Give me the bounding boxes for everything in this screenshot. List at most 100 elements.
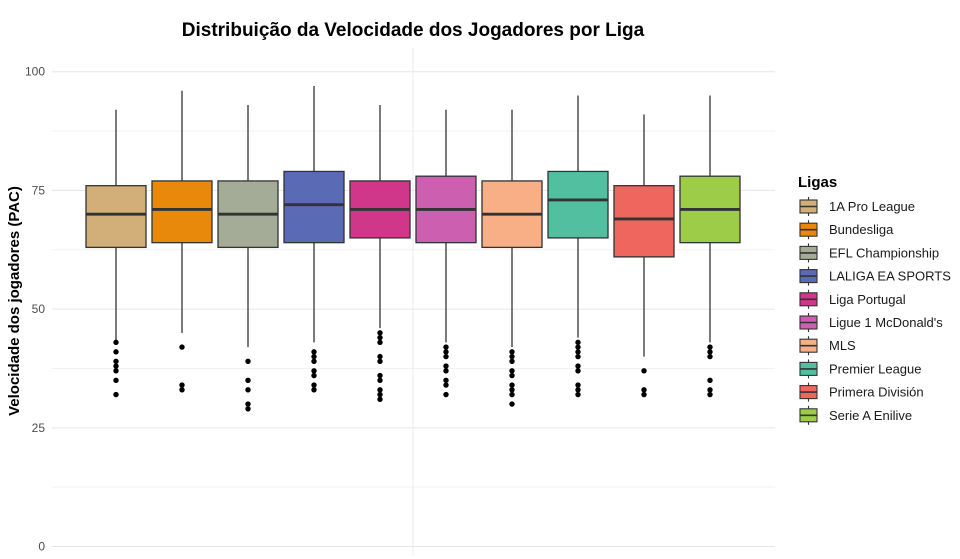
y-axis-title: Velocidade dos jogadores (PAC) xyxy=(6,186,23,416)
y-tick-label: 25 xyxy=(32,421,46,435)
legend: Ligas 1A Pro League Bundesliga EFL Champio… xyxy=(798,174,951,425)
y-tick-label: 50 xyxy=(32,302,46,316)
outlier-point xyxy=(509,353,515,360)
box-body xyxy=(85,185,147,249)
box-body xyxy=(283,170,345,244)
legend-label: Bundesliga xyxy=(829,222,894,237)
outlier-point xyxy=(707,377,713,384)
legend-label: MLS xyxy=(829,338,856,353)
outlier-point xyxy=(377,377,383,384)
outlier-point xyxy=(377,334,383,341)
outlier-point xyxy=(311,387,317,393)
legend-label: Primera División xyxy=(829,385,924,400)
box-mls xyxy=(481,109,543,407)
outlier-point xyxy=(707,349,713,355)
outlier-point xyxy=(377,391,383,398)
legend-item: Primera División xyxy=(799,382,924,402)
outlier-point xyxy=(509,358,515,365)
outlier-point xyxy=(443,363,449,369)
outlier-point xyxy=(707,391,713,398)
legend-item: LALIGA EA SPORTS xyxy=(799,266,951,286)
outlier-point xyxy=(575,382,581,388)
outlier-point xyxy=(575,339,581,346)
outlier-point xyxy=(377,387,383,393)
outlier-point xyxy=(377,372,383,379)
y-axis-ticks: 0 25 50 75 100 xyxy=(25,65,45,554)
outlier-point xyxy=(575,368,581,374)
outlier-point xyxy=(311,372,317,379)
box-body xyxy=(547,170,609,239)
box-ligue-1-mcdonald-s xyxy=(415,109,477,398)
outlier-point xyxy=(509,391,515,398)
legend-item: Bundesliga xyxy=(799,220,894,240)
legend-label: EFL Championship xyxy=(829,245,939,260)
outlier-point xyxy=(311,382,317,388)
outlier-point xyxy=(509,349,515,355)
outlier-point xyxy=(443,353,449,360)
legend-label: 1A Pro League xyxy=(829,199,915,214)
outlier-point xyxy=(179,382,185,388)
chart-title: Distribuição da Velocidade dos Jogadores… xyxy=(182,20,645,41)
outlier-point xyxy=(443,391,449,398)
outlier-point xyxy=(575,391,581,398)
outlier-point xyxy=(311,358,317,365)
outlier-point xyxy=(707,344,713,350)
box-body xyxy=(613,185,675,258)
outlier-point xyxy=(245,401,251,407)
legend-item: Premier League xyxy=(799,359,922,379)
outlier-point xyxy=(575,387,581,393)
outlier-point xyxy=(575,344,581,350)
box-body xyxy=(151,180,213,244)
legend-item: Ligue 1 McDonald's xyxy=(799,313,943,332)
legend-label: Serie A Enilive xyxy=(829,408,912,423)
outlier-point xyxy=(641,387,647,393)
y-tick-label: 75 xyxy=(32,183,46,197)
y-tick-label: 0 xyxy=(38,540,45,554)
outlier-point xyxy=(245,406,251,412)
outlier-point xyxy=(179,344,185,350)
legend-title: Ligas xyxy=(798,174,837,191)
legend-label: Premier League xyxy=(829,361,922,376)
outlier-point xyxy=(509,401,515,407)
outlier-point xyxy=(377,396,383,403)
outlier-point xyxy=(113,363,119,369)
box-primera-divisi-n xyxy=(613,114,675,398)
outlier-point xyxy=(311,353,317,360)
outlier-point xyxy=(377,339,383,346)
legend-label: Liga Portugal xyxy=(829,292,906,307)
box-series xyxy=(85,85,741,412)
outlier-point xyxy=(443,368,449,374)
box-1a-pro-league xyxy=(85,109,147,398)
box-serie-a-enilive xyxy=(679,95,741,398)
box-efl-championship xyxy=(217,104,279,412)
y-tick-label: 100 xyxy=(25,65,45,79)
outlier-point xyxy=(245,377,251,384)
legend-item: MLS xyxy=(799,336,856,356)
outlier-point xyxy=(509,368,515,374)
legend-label: LALIGA EA SPORTS xyxy=(829,269,951,284)
outlier-point xyxy=(179,387,185,393)
outlier-point xyxy=(245,387,251,393)
outlier-point xyxy=(113,368,119,374)
outlier-point xyxy=(113,358,119,365)
box-premier-league xyxy=(547,95,609,398)
outlier-point xyxy=(377,358,383,365)
outlier-point xyxy=(443,377,449,384)
outlier-point xyxy=(575,363,581,369)
outlier-point xyxy=(113,377,119,384)
legend-item: EFL Championship xyxy=(799,243,939,263)
outlier-point xyxy=(443,382,449,388)
outlier-point xyxy=(245,358,251,365)
outlier-point xyxy=(377,330,383,336)
outlier-point xyxy=(575,349,581,355)
outlier-point xyxy=(311,368,317,374)
outlier-point xyxy=(113,349,119,355)
outlier-point xyxy=(377,353,383,360)
outlier-point xyxy=(509,387,515,393)
legend-item: 1A Pro League xyxy=(799,197,915,216)
outlier-point xyxy=(641,368,647,374)
outlier-point xyxy=(641,391,647,398)
box-liga-portugal xyxy=(349,104,411,403)
outlier-point xyxy=(509,382,515,388)
